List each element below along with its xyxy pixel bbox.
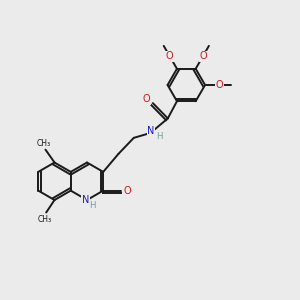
- Text: N: N: [82, 195, 89, 205]
- Text: O: O: [143, 94, 150, 104]
- Text: O: O: [166, 51, 173, 61]
- Text: H: H: [156, 132, 163, 141]
- Text: H: H: [89, 201, 96, 210]
- Text: N: N: [148, 126, 155, 136]
- Text: CH₃: CH₃: [37, 139, 51, 148]
- Text: O: O: [216, 80, 224, 90]
- Text: O: O: [199, 51, 207, 61]
- Text: O: O: [123, 186, 131, 196]
- Text: CH₃: CH₃: [38, 214, 52, 224]
